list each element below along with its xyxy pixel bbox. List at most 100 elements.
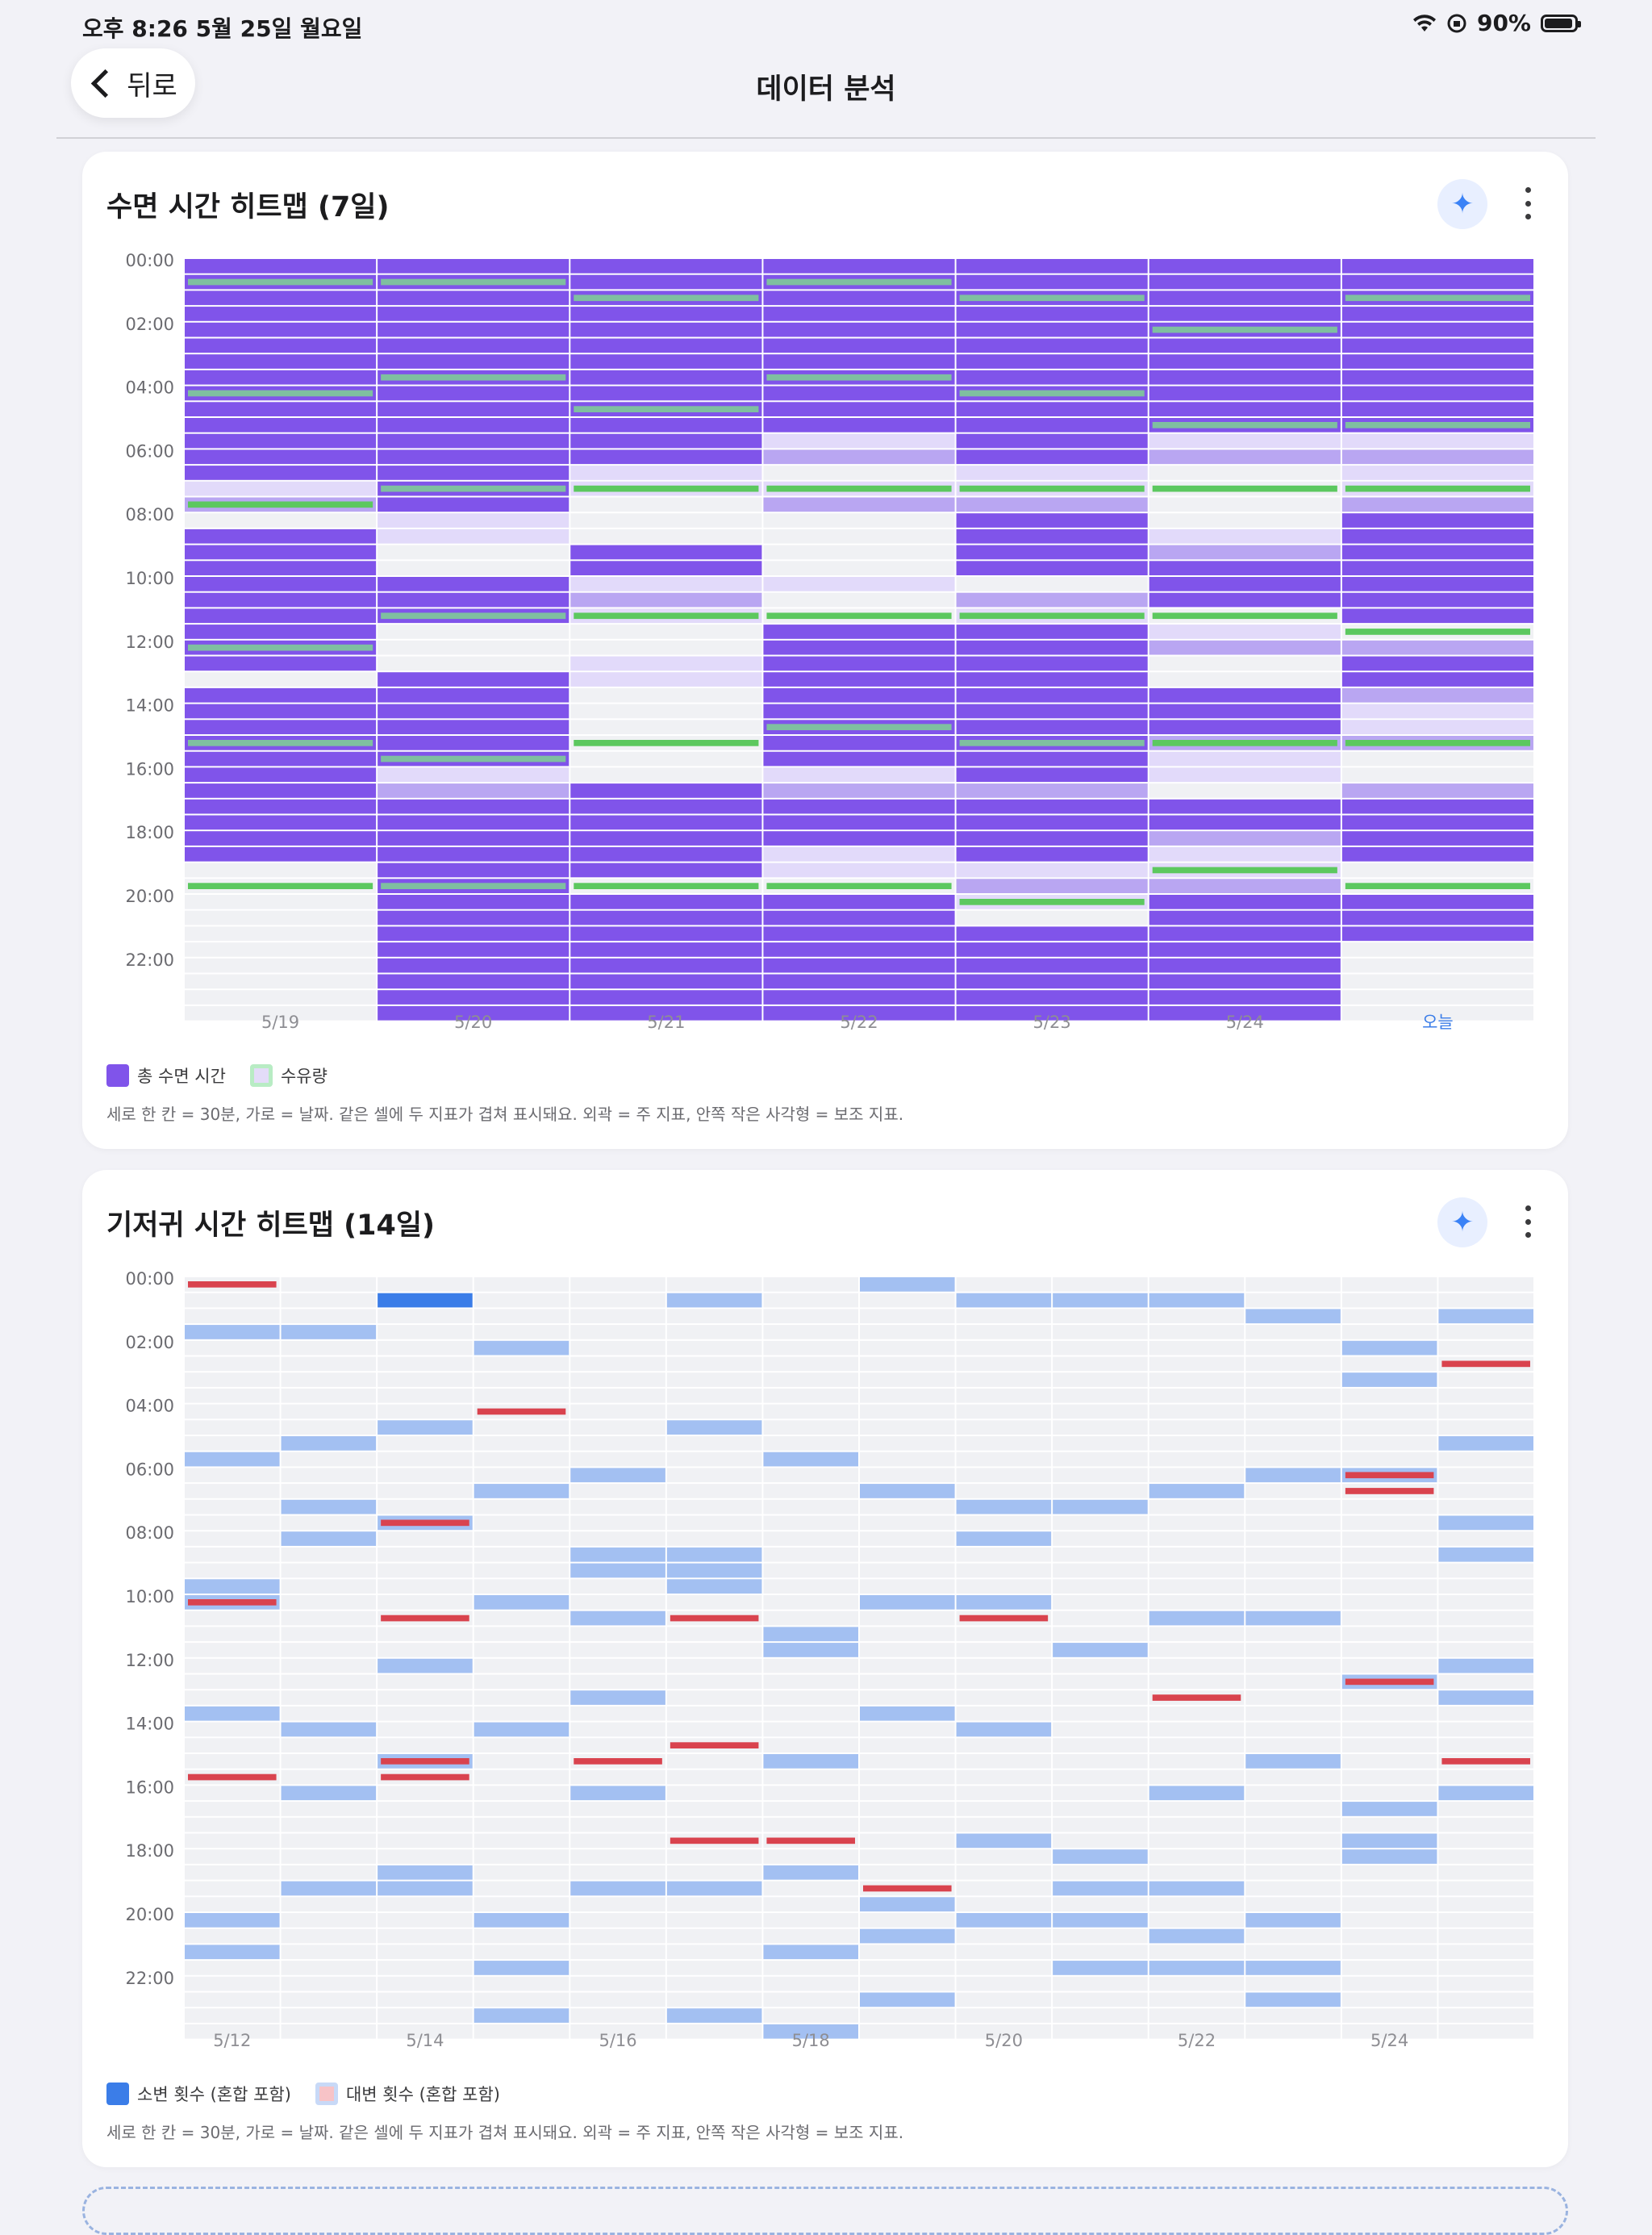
grid-cell: [185, 1992, 280, 2007]
grid-cell: [1149, 656, 1341, 671]
sleep-cell: [1341, 926, 1533, 942]
sleep-cell: [185, 307, 377, 321]
sleep-cell: [185, 322, 377, 337]
grid-cell: [1149, 1340, 1245, 1356]
dirty-diaper-mark: [1345, 1678, 1434, 1686]
sleep-cell: [763, 338, 955, 353]
grid-cell: [1245, 1706, 1341, 1721]
sleep-cell: [1149, 274, 1341, 290]
sleep-cell: [378, 577, 569, 591]
grid-cell: [666, 1817, 762, 1832]
sleep-cell: [956, 974, 1148, 989]
grid-cell: [570, 497, 762, 512]
back-button[interactable]: 뒤로: [71, 48, 195, 118]
sleep-cell: [956, 958, 1148, 973]
grid-cell: [860, 1563, 955, 1578]
feeding-mark: [381, 374, 566, 381]
grid-cell: [185, 1658, 280, 1673]
ai-insight-button[interactable]: ✦: [1437, 179, 1487, 229]
grid-cell: [1245, 1579, 1341, 1594]
grid-cell: [956, 1547, 1052, 1562]
grid-cell: [473, 1547, 569, 1562]
grid-cell: [1053, 1420, 1148, 1435]
wet-diaper-cell: [763, 1627, 858, 1642]
y-tick-label: 16:00: [125, 1778, 174, 1797]
grid-cell: [1053, 1340, 1148, 1356]
grid-cell: [860, 1627, 955, 1642]
x-tick-label: 5/19: [261, 1013, 299, 1032]
grid-cell: [570, 640, 762, 655]
sleep-cell: [570, 338, 762, 353]
grid-cell: [378, 625, 569, 639]
grid-cell: [473, 1928, 569, 1944]
y-tick-label: 04:00: [125, 1397, 174, 1416]
grid-cell: [1438, 1881, 1533, 1896]
grid-cell: [860, 2008, 955, 2023]
add-card-placeholder[interactable]: [82, 2187, 1568, 2235]
grid-cell: [763, 1563, 858, 1578]
grid-cell: [570, 720, 762, 734]
grid-cell: [1341, 1436, 1437, 1451]
grid-cell: [185, 1499, 280, 1514]
wet-diaper-cell: [473, 1595, 569, 1610]
grid-cell: [1053, 1563, 1148, 1578]
grid-cell: [570, 1293, 665, 1308]
dirty-diaper-mark: [766, 1837, 855, 1844]
grid-cell: [860, 1531, 955, 1546]
grid-cell: [378, 640, 569, 655]
sleep-cell: [763, 672, 955, 687]
feeding-mark: [766, 724, 952, 730]
grid-cell: [378, 1690, 473, 1705]
grid-cell: [1341, 751, 1533, 767]
grid-cell: [473, 1531, 569, 1546]
x-tick-label: 5/24: [1370, 2031, 1408, 2050]
grid-cell: [1341, 1643, 1437, 1657]
grid-cell: [185, 513, 377, 528]
grid-cell: [666, 1706, 762, 1721]
grid-cell: [185, 1976, 280, 1991]
grid-cell: [956, 577, 1148, 591]
grid-cell: [281, 1627, 377, 1642]
grid-cell: [1438, 1293, 1533, 1308]
grid-cell: [570, 1897, 665, 1911]
sleep-cell: [185, 561, 377, 575]
grid-cell: [1053, 1515, 1148, 1531]
grid-cell: [473, 1309, 569, 1324]
grid-cell: [378, 1706, 473, 1721]
grid-cell: [281, 1802, 377, 1816]
sleep-cell: [1341, 545, 1533, 560]
sleep-cell: [1149, 561, 1341, 575]
wet-diaper-cell: [1341, 1340, 1437, 1356]
diaper-legend: 소변 횟수 (혼합 포함) 대변 횟수 (혼합 포함): [106, 2082, 500, 2106]
grid-cell: [1341, 1706, 1437, 1721]
grid-cell: [763, 1595, 858, 1610]
grid-cell: [1245, 1563, 1341, 1578]
wet-diaper-cell: [281, 1499, 377, 1514]
feeding-mark: [1152, 326, 1337, 333]
grid-cell: [666, 1976, 762, 1991]
more-menu-button[interactable]: [1520, 1205, 1536, 1238]
grid-cell: [666, 1436, 762, 1451]
sleep-cell: [1341, 259, 1533, 274]
grid-cell: [473, 1515, 569, 1531]
grid-cell: [185, 1802, 280, 1816]
grid-cell: [1149, 1452, 1245, 1467]
wet-diaper-cell: [1438, 1547, 1533, 1562]
grid-cell: [956, 1976, 1052, 1991]
grid-cell: [1053, 1992, 1148, 2007]
grid-cell: [1245, 1388, 1341, 1403]
grid-cell: [1053, 1833, 1148, 1849]
wet-diaper-cell: [860, 1706, 955, 1721]
grid-cell: [185, 1610, 280, 1626]
dirty-diaper-mark: [574, 1758, 662, 1765]
grid-cell: [281, 1833, 377, 1849]
wet-diaper-cell: [281, 1325, 377, 1339]
grid-cell: [666, 1722, 762, 1737]
sleep-cell: [763, 831, 955, 846]
grid-cell: [378, 1738, 473, 1752]
grid-cell: [1245, 1420, 1341, 1435]
ai-insight-button[interactable]: ✦: [1437, 1197, 1487, 1247]
grid-cell: [763, 1658, 858, 1673]
more-menu-button[interactable]: [1520, 187, 1536, 219]
sleep-light-cell: [956, 863, 1148, 878]
